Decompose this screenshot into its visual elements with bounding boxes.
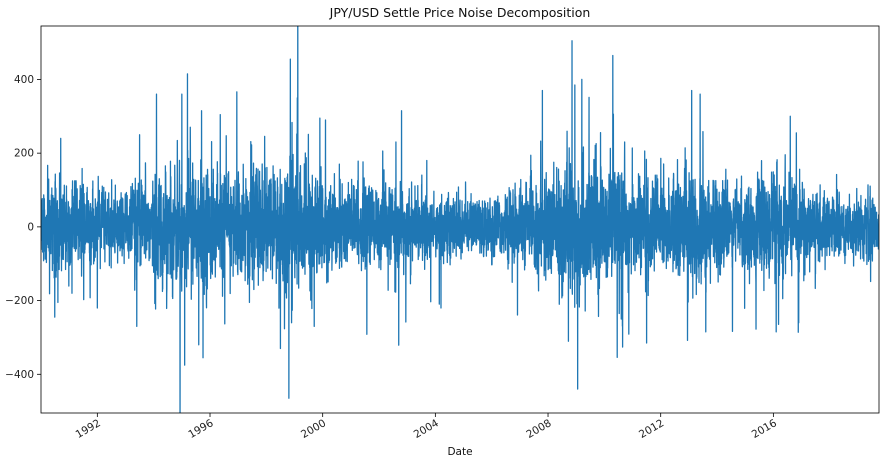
y-axis: −400 −200 0 200 400 <box>5 74 41 381</box>
x-tick-label: 2012 <box>637 417 666 441</box>
x-tick-label: 1992 <box>74 417 103 441</box>
y-tick-label: 400 <box>14 74 34 86</box>
x-tick-label: 2008 <box>524 417 553 441</box>
x-axis-label: Date <box>447 446 472 458</box>
x-tick-label: 2000 <box>299 417 328 441</box>
x-axis: 1992 1996 2000 2004 2008 2012 2016 <box>74 413 779 441</box>
x-tick-label: 2004 <box>412 417 441 441</box>
chart-title: JPY/USD Settle Price Noise Decomposition <box>329 5 591 20</box>
y-tick-label: −400 <box>5 369 34 381</box>
x-tick-label: 1996 <box>186 417 215 441</box>
plot-frame <box>40 25 880 414</box>
y-tick-label: −200 <box>5 295 34 307</box>
y-tick-label: 200 <box>14 148 34 160</box>
series-layer <box>41 26 879 413</box>
y-tick-label: 0 <box>27 221 34 233</box>
series-line <box>41 26 879 413</box>
x-tick-label: 2016 <box>750 417 779 441</box>
